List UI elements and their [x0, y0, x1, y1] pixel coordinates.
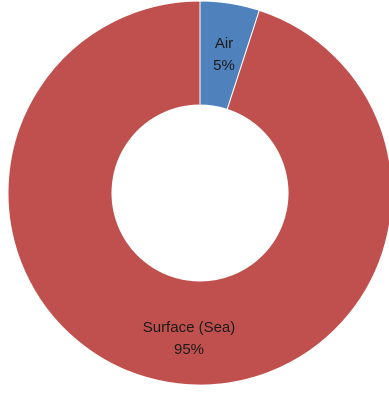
slice-category-label: Surface (Sea) [143, 319, 236, 336]
data-label-air: Air 5% [213, 35, 235, 74]
slices-layer [7, 0, 389, 386]
labels-layer: Air 5% Surface (Sea) 95% [143, 35, 236, 358]
slice-surface-sea [7, 0, 389, 386]
slice-percent-label: 95% [174, 341, 204, 358]
data-label-surface-sea: Surface (Sea) 95% [143, 319, 236, 358]
slice-category-label: Air [215, 35, 233, 52]
slice-percent-label: 5% [213, 57, 235, 74]
